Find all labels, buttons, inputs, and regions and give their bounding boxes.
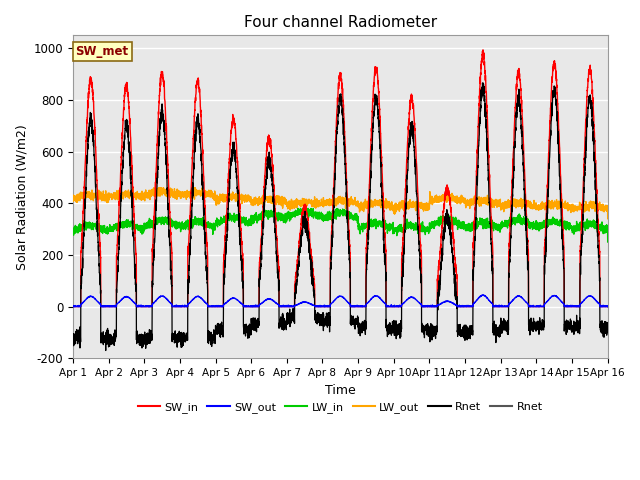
X-axis label: Time: Time: [325, 384, 356, 396]
Legend: SW_in, SW_out, LW_in, LW_out, Rnet, Rnet: SW_in, SW_out, LW_in, LW_out, Rnet, Rnet: [133, 397, 547, 417]
Text: SW_met: SW_met: [76, 45, 129, 58]
Title: Four channel Radiometer: Four channel Radiometer: [244, 15, 437, 30]
Y-axis label: Solar Radiation (W/m2): Solar Radiation (W/m2): [15, 124, 28, 270]
